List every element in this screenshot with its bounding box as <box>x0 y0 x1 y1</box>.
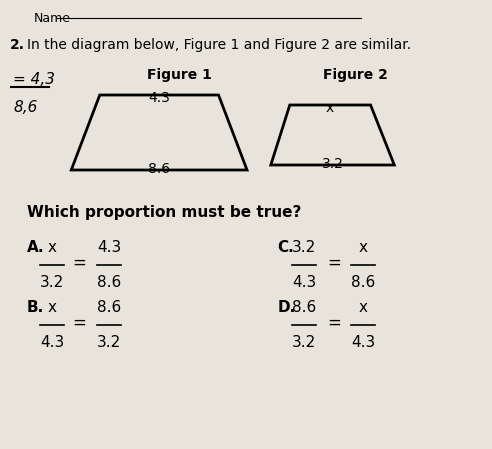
Text: 4.3: 4.3 <box>97 240 122 255</box>
Text: x: x <box>326 101 334 115</box>
Text: =: = <box>72 254 86 272</box>
Text: 3.2: 3.2 <box>292 335 316 350</box>
Text: 4.3: 4.3 <box>351 335 375 350</box>
Text: = 4,3: = 4,3 <box>13 72 55 87</box>
Text: 8.6: 8.6 <box>292 300 316 315</box>
Text: 3.2: 3.2 <box>322 157 343 171</box>
Text: Which proportion must be true?: Which proportion must be true? <box>27 205 301 220</box>
Text: Name: Name <box>33 12 70 25</box>
Text: 3.2: 3.2 <box>292 240 316 255</box>
Text: B.: B. <box>27 300 44 315</box>
Text: 8.6: 8.6 <box>97 300 122 315</box>
Text: x: x <box>48 240 57 255</box>
Text: 4.3: 4.3 <box>292 275 316 290</box>
Text: 8,6: 8,6 <box>13 100 38 115</box>
Text: x: x <box>359 300 368 315</box>
Text: x: x <box>48 300 57 315</box>
Text: 3.2: 3.2 <box>40 275 64 290</box>
Text: Figure 2: Figure 2 <box>323 68 388 82</box>
Text: A.: A. <box>27 240 44 255</box>
Text: =: = <box>72 314 86 332</box>
Text: 4.3: 4.3 <box>148 91 170 105</box>
Text: 3.2: 3.2 <box>97 335 122 350</box>
Text: =: = <box>328 314 341 332</box>
Text: x: x <box>359 240 368 255</box>
Text: D.: D. <box>277 300 296 315</box>
Text: =: = <box>328 254 341 272</box>
Text: In the diagram below, Figure 1 and Figure 2 are similar.: In the diagram below, Figure 1 and Figur… <box>27 38 411 52</box>
Text: 4.3: 4.3 <box>40 335 64 350</box>
Text: Figure 1: Figure 1 <box>147 68 212 82</box>
Text: 8.6: 8.6 <box>148 162 170 176</box>
Text: 2.: 2. <box>9 38 25 52</box>
Text: 8.6: 8.6 <box>351 275 375 290</box>
Text: C.: C. <box>277 240 294 255</box>
Text: 8.6: 8.6 <box>97 275 122 290</box>
